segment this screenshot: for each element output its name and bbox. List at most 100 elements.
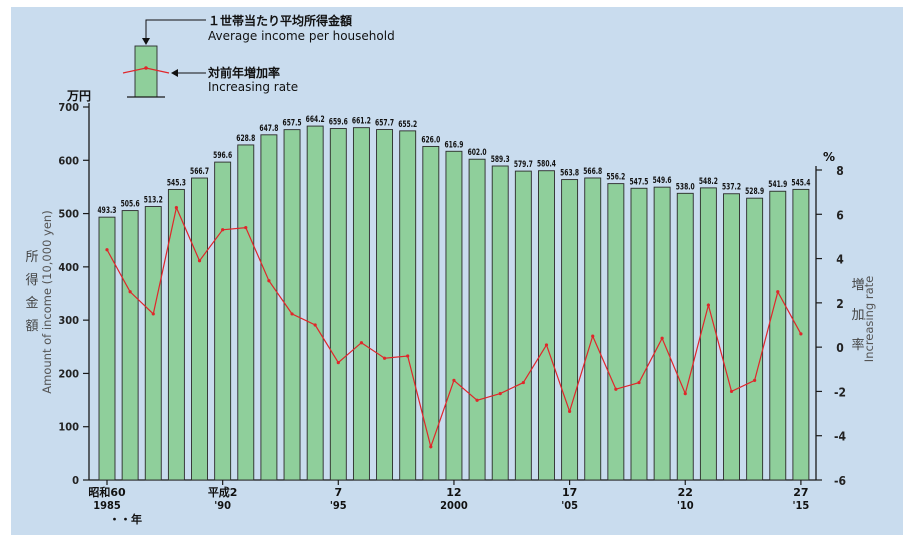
right-tick-label: 2 [836,297,844,311]
rate-point [290,312,294,316]
bar [283,129,301,481]
right-tick-label: -4 [834,430,846,444]
left-tick-label: 0 [72,474,79,487]
rate-point [429,445,433,449]
right-axis-label-jp: 増 [851,278,864,293]
bar-value-label: 657.5 [283,119,302,129]
rate-point [544,343,549,347]
bar-value-label: 659.6 [329,118,348,128]
rate-point [197,259,202,263]
left-axis-label-jp: 所 [25,250,38,265]
rate-point [105,248,109,252]
rate-point [637,380,641,385]
bar [144,206,162,481]
rate-point [706,303,710,307]
rate-point [776,290,780,294]
left-axis-label-jp: 得 [25,272,38,288]
left-axis-unit: 万円 [66,89,91,103]
rate-point [660,336,664,340]
bar [121,210,139,481]
bar [352,127,370,481]
bar [769,190,787,481]
rate-point [753,378,757,382]
right-tick-label: -2 [834,385,846,399]
rate-point [498,392,502,396]
bar [329,128,347,481]
bar [376,129,394,481]
bar-value-label: 655.2 [398,120,417,130]
rate-point [568,409,572,413]
legend-bar-pointer [145,19,206,40]
left-axis-label-jp: 金 [25,295,38,311]
bar-value-label: 549.6 [653,176,672,186]
right-tick-label: -6 [834,474,846,488]
right-tick-label: 8 [836,164,844,178]
bar-value-label: 545.4 [791,178,810,188]
rate-point [267,279,271,283]
bar-value-label: 545.3 [167,178,186,188]
x-label-era: 17 [562,486,577,499]
rate-point [313,323,317,327]
bar [584,177,602,481]
bar-value-label: 664.2 [306,115,325,125]
left-tick-label: 100 [58,421,79,434]
bar [306,125,324,481]
bar [699,187,717,481]
rate-point [614,387,618,391]
bar-value-label: 628.8 [236,134,255,144]
bar [746,197,764,481]
x-label-year: '95 [330,499,347,512]
left-axis-label-en: Amount of income (10,000 yen) [40,210,54,393]
bar-value-label: 563.8 [560,169,579,179]
right-tick-label: 6 [836,208,844,222]
bar-value-label: 566.8 [583,167,602,177]
legend-line-point [144,66,148,70]
bar-value-label: 505.6 [121,200,140,210]
rate-point [475,398,479,402]
bar [167,188,185,481]
chart-frame: 0 100 200 300 400 500 600 700 -6 -4 -2 0 2 4 6 8 万円% 所得金額… [11,7,903,535]
rate-point [591,334,595,338]
rate-point [799,332,803,336]
legend-bar-label-en: Average income per household [208,29,395,43]
bar [723,193,740,481]
x-axis-unit: ・・年 [109,512,142,526]
x-label-era: 12 [446,486,461,499]
rate-point [244,225,248,230]
rate-point [174,206,178,210]
left-tick-label: 700 [58,101,79,114]
right-tick-label: 0 [836,341,844,355]
rate-point [452,378,456,382]
bar-value-label: 589.3 [491,155,510,165]
bar-value-label: 541.9 [768,180,787,190]
rate-point [521,380,525,385]
bar [561,179,579,481]
x-label-era: 昭和60 [88,485,126,499]
left-tick-label: 300 [58,314,79,327]
rate-point [729,389,734,394]
bar-value-label: 513.2 [144,196,163,206]
legend-bar-label-jp: １世帯当たり平均所得金額 [208,13,352,28]
left-tick-label: 200 [58,367,79,380]
income-chart: 0 100 200 300 400 500 600 700 -6 -4 -2 0 2 4 6 8 万円% 所得金額… [25,13,876,526]
left-tick-label: 500 [58,208,79,221]
bar-value-label: 548.2 [699,177,718,187]
bar [260,134,278,481]
bar [491,165,509,481]
bar [538,170,555,481]
bar-value-label: 538.0 [676,182,695,192]
bar [422,145,440,481]
bar [630,187,648,481]
bar-value-label: 647.8 [259,124,278,134]
x-label-year: '90 [214,499,231,512]
bar-value-label: 596.6 [213,151,232,161]
bar [653,186,671,481]
x-label-era: 平成2 [208,485,238,499]
bar-value-label: 566.7 [190,167,209,177]
bar [237,144,255,481]
x-label-year: '05 [561,499,578,512]
rate-point [382,356,387,360]
x-label-era: 27 [793,486,808,499]
bar-value-label: 528.9 [745,187,764,197]
right-tick-label: 4 [836,253,844,267]
